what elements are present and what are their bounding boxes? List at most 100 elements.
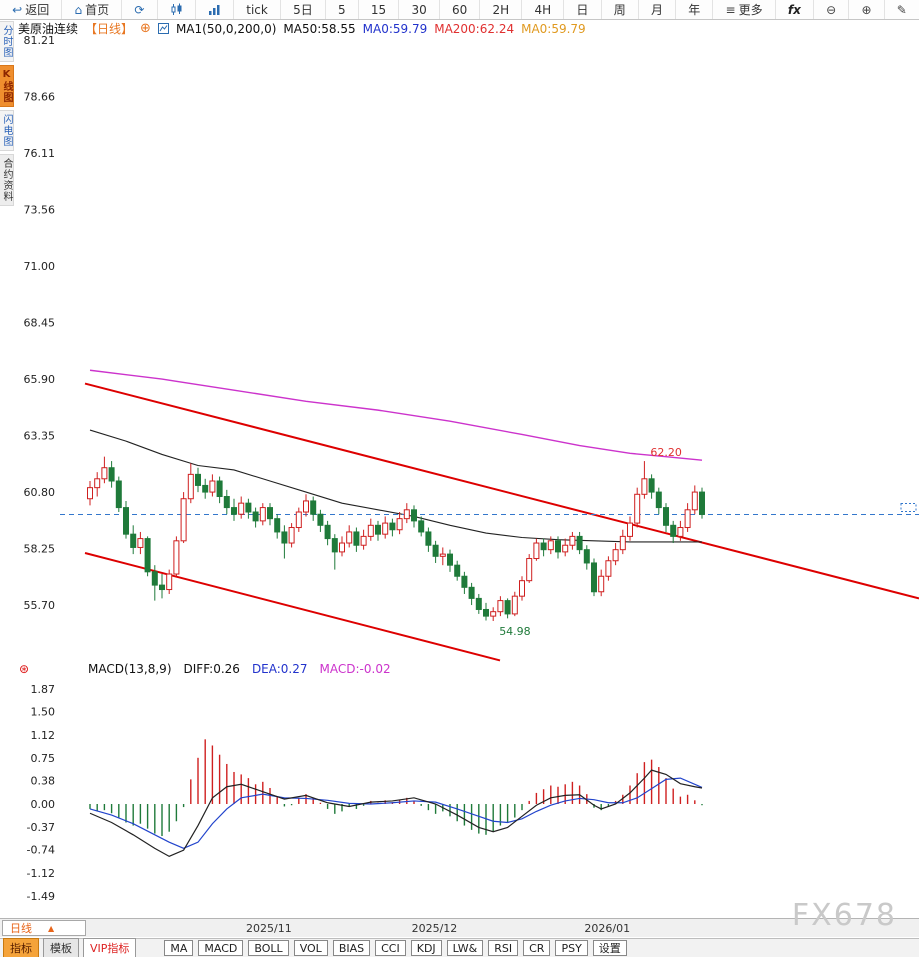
svg-text:81.21: 81.21 <box>24 34 56 47</box>
svg-text:-1.49: -1.49 <box>27 890 55 903</box>
indicator-button[interactable]: VOL <box>293 940 328 956</box>
date-label: 2026/01 <box>584 922 631 935</box>
indicator-settings-icon[interactable]: ⊛ <box>19 662 30 676</box>
tab-templates[interactable]: 模板 <box>43 938 79 957</box>
svg-text:0.00: 0.00 <box>31 798 56 811</box>
ma-settings-icon[interactable] <box>157 23 169 34</box>
macd-value: MACD:-0.02 <box>319 662 391 676</box>
price-chart[interactable]: 81.21 78.66 76.11 73.56 71.00 68.45 65.90 63.35… <box>0 30 919 662</box>
refresh-icon: ⟳ <box>134 2 145 17</box>
sidebar-tab-kline[interactable]: K线图 <box>0 65 14 107</box>
timeframe-button[interactable]: 5 <box>326 0 359 19</box>
svg-text:1.12: 1.12 <box>31 729 56 742</box>
sidebar-tab-contract-info[interactable]: 合约资料 <box>0 154 14 206</box>
svg-text:63.35: 63.35 <box>24 430 56 443</box>
macd-title[interactable]: MACD(13,8,9) <box>88 662 172 676</box>
sidebar-tab-timeline[interactable]: 分时图 <box>0 21 14 62</box>
date-label: 2025/12 <box>411 922 458 935</box>
volume-view-button[interactable] <box>196 0 235 19</box>
indicator-button[interactable]: CR <box>523 940 551 956</box>
indicator-button[interactable]: MACD <box>198 940 244 956</box>
home-label: 首页 <box>85 3 110 17</box>
zoom-in-button[interactable]: ⊕ <box>849 0 885 19</box>
more-button[interactable]: ≡ 更多 <box>713 0 776 19</box>
home-button[interactable]: ⌂ 首页 <box>62 0 123 19</box>
ma0-value-orange: MA0:59.79 <box>521 21 586 36</box>
sidebar-tab-lightning[interactable]: 闪电图 <box>0 110 14 151</box>
home-icon: ⌂ <box>74 2 83 17</box>
tab-indicators[interactable]: 指标 <box>3 938 39 957</box>
timeframe-button-tick[interactable]: tick <box>234 0 281 19</box>
macd-legend-row: ⊛ MACD(13,8,9) DIFF:0.26 DEA:0.27 MACD:-… <box>0 662 919 677</box>
menu-icon: ≡ <box>725 2 736 17</box>
candlestick-icon <box>171 3 182 15</box>
indicator-button[interactable]: BOLL <box>248 940 289 956</box>
pencil-icon: ✎ <box>896 2 907 17</box>
timeframe-button[interactable]: 2H <box>480 0 523 19</box>
add-indicator-icon[interactable]: ⊕ <box>140 21 151 36</box>
macd-diff-value: DIFF:0.26 <box>183 662 240 676</box>
indicator-button[interactable]: PSY <box>555 940 588 956</box>
svg-text:68.45: 68.45 <box>24 317 56 330</box>
timeframe-button[interactable]: 5日 <box>281 0 326 19</box>
svg-text:65.90: 65.90 <box>24 373 56 386</box>
indicator-button[interactable]: RSI <box>488 940 519 956</box>
zoom-out-icon: ⊖ <box>826 2 837 17</box>
svg-text:60.80: 60.80 <box>24 486 56 499</box>
svg-text:1.50: 1.50 <box>31 706 56 719</box>
indicator-buttons: MA MACD BOLL VOL BIAS CCI KDJ LW& RSI CR PSY 设置 <box>164 940 627 956</box>
ma-settings-label[interactable]: MA1(50,0,200,0) <box>175 21 277 36</box>
macd-chart[interactable]: 1.87 1.50 1.12 0.75 0.38 0.00 -0.37 -0.74 -1.12 -… <box>0 677 919 917</box>
indicator-button[interactable]: CCI <box>375 940 406 956</box>
back-button[interactable]: ↩ 返回 <box>0 0 63 19</box>
volume-bars-icon <box>208 5 220 15</box>
zoom-out-button[interactable]: ⊖ <box>814 0 850 19</box>
refresh-button[interactable]: ⟳ <box>122 0 158 19</box>
symbol-period: 【日线】 <box>85 22 134 36</box>
svg-text:54.98: 54.98 <box>499 625 531 638</box>
zoom-in-icon: ⊕ <box>861 2 872 17</box>
indicator-button[interactable]: 设置 <box>592 940 627 956</box>
draw-button[interactable]: ✎ <box>885 0 919 19</box>
date-label: 2025/11 <box>246 922 292 935</box>
time-axis: 日线 ▲ 2025/11 2025/12 2026/01 <box>0 918 919 937</box>
indicator-button[interactable]: MA <box>164 940 194 956</box>
svg-text:0.75: 0.75 <box>31 752 56 765</box>
timeframe-button[interactable]: 15 <box>359 0 400 19</box>
timeframe-button[interactable]: 30 <box>399 0 440 19</box>
more-label: 更多 <box>738 3 763 17</box>
candlestick-view-button[interactable] <box>158 0 196 19</box>
svg-text:62.20: 62.20 <box>650 446 682 459</box>
period-selector[interactable]: 日线 ▲ <box>2 920 86 936</box>
indicator-button[interactable]: BIAS <box>332 940 371 956</box>
macd-legend: MACD(13,8,9) DIFF:0.26 DEA:0.27 MACD:-0.… <box>88 662 391 676</box>
svg-text:78.66: 78.66 <box>24 90 56 103</box>
timeframe-button[interactable]: 日 <box>564 0 602 19</box>
back-label: 返回 <box>25 3 50 17</box>
timeframe-button[interactable]: 年 <box>676 0 714 19</box>
formula-button[interactable]: fx <box>776 0 814 19</box>
top-toolbar: ↩ 返回 ⌂ 首页 ⟳ tick 5日 5 15 30 60 2H 4H 日周 <box>0 0 919 20</box>
timeframe-button[interactable]: 4H <box>522 0 565 19</box>
ma50-value: MA50:58.55 <box>283 21 356 36</box>
svg-text:1.87: 1.87 <box>31 683 56 696</box>
svg-text:-0.37: -0.37 <box>27 821 55 834</box>
timeframe-button[interactable]: 周 <box>602 0 639 19</box>
indicator-button[interactable]: KDJ <box>410 940 442 956</box>
svg-text:-0.74: -0.74 <box>27 844 55 857</box>
svg-text:0.38: 0.38 <box>31 775 56 788</box>
left-sidebar: 分时图 K线图 闪电图 合约资料 <box>0 21 15 206</box>
period-label: 日线 <box>10 922 32 935</box>
indicator-button[interactable]: LW& <box>446 940 484 956</box>
svg-text:55.70: 55.70 <box>24 599 56 612</box>
ma0-value-blue: MA0:59.79 <box>362 21 428 36</box>
symbol-name[interactable]: 美原油连续 <box>18 22 79 36</box>
svg-text:58.25: 58.25 <box>24 543 56 556</box>
timeframe-button[interactable]: 60 <box>440 0 481 19</box>
tab-vip-indicators[interactable]: VIP指标 <box>83 938 137 957</box>
macd-dea-value: DEA:0.27 <box>251 662 308 676</box>
triangle-up-icon: ▲ <box>48 923 55 933</box>
timeframe-button[interactable]: 月 <box>639 0 677 19</box>
svg-text:76.11: 76.11 <box>24 147 56 160</box>
